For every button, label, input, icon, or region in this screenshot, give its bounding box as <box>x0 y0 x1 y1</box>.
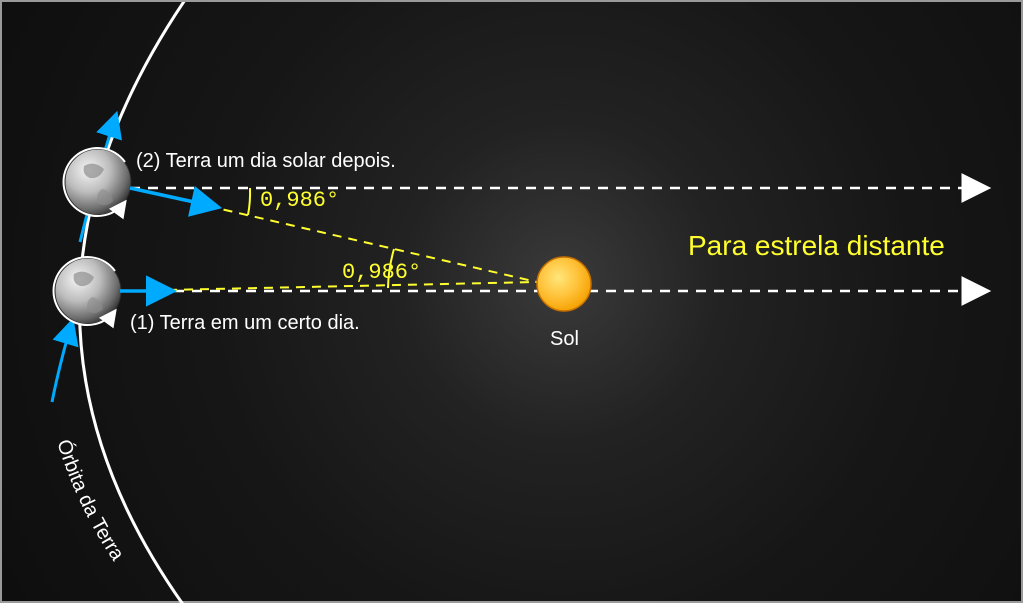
sun-label: Sol <box>550 328 579 351</box>
orbit-label: Órbita da Terra <box>52 436 128 565</box>
orbit-arrow-lower <box>52 322 72 402</box>
distant-star-label: Para estrela distante <box>688 230 945 262</box>
sun-body <box>537 257 591 311</box>
diagram-stage: Órbita da Terra (2) Terra um dia solar d… <box>0 0 1023 603</box>
earth1-label: (1) Terra em um certo dia. <box>130 312 360 335</box>
diagram-svg: Órbita da Terra <box>2 2 1023 603</box>
angle-line-lower <box>120 282 537 291</box>
angle-arc-earth2 <box>248 188 250 215</box>
angle-value-sun: 0,986° <box>342 260 421 285</box>
angle-value-earth2: 0,986° <box>260 188 339 213</box>
earth2-label: (2) Terra um dia solar depois. <box>136 150 396 173</box>
orbit-label-text: Órbita da Terra <box>52 436 128 565</box>
